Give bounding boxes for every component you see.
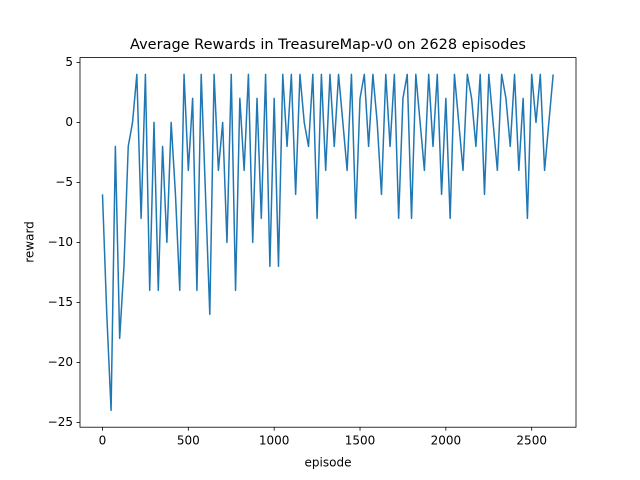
axes-frame <box>79 57 577 428</box>
x-tick-label: 2500 <box>516 434 547 448</box>
y-tick-label: −25 <box>48 415 73 429</box>
data-line <box>101 73 554 412</box>
y-tick-label: −20 <box>48 355 73 369</box>
x-tick-label: 2000 <box>431 434 462 448</box>
x-tick-label: 500 <box>177 434 200 448</box>
y-tick-label: −5 <box>55 175 73 189</box>
y-tick-label: 0 <box>65 115 73 129</box>
x-tick-label: 1500 <box>345 434 376 448</box>
y-tick-label: −10 <box>48 235 73 249</box>
y-tick-label: −15 <box>48 295 73 309</box>
y-axis-label: reward <box>23 221 37 263</box>
x-tick-label: 0 <box>99 434 107 448</box>
chart-title: Average Rewards in TreasureMap-v0 on 262… <box>130 37 526 53</box>
x-axis-label: episode <box>305 456 352 470</box>
y-tick-label: 5 <box>65 55 73 69</box>
x-tick-label: 1000 <box>259 434 290 448</box>
